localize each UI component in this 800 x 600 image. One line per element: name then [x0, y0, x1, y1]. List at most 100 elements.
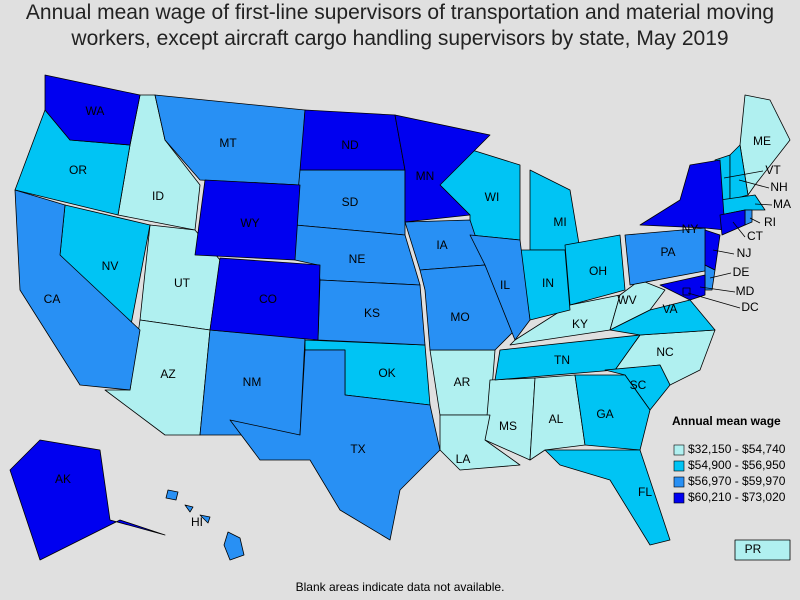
- legend-swatch: [673, 460, 685, 472]
- state-label: IA: [436, 238, 447, 252]
- state-label: MD: [736, 284, 755, 298]
- state-label: NC: [656, 345, 674, 359]
- state-label: VA: [662, 302, 677, 316]
- state-label: TX: [350, 442, 365, 456]
- state-label: AL: [549, 412, 564, 426]
- state-label: ID: [152, 189, 164, 203]
- legend-swatch: [673, 492, 685, 504]
- state-label: KS: [364, 306, 380, 320]
- legend-label: $60,210 - $73,020: [688, 490, 786, 504]
- leader-line: [687, 292, 741, 309]
- state-label: MO: [450, 310, 469, 324]
- state-label: IL: [500, 278, 510, 292]
- state-label: WI: [485, 190, 500, 204]
- state-shape: [209, 257, 321, 341]
- state-shape: [223, 531, 245, 561]
- legend-title: Annual mean wage: [672, 414, 781, 428]
- state-label: NH: [770, 180, 787, 194]
- leader-line: [738, 179, 770, 189]
- state-shape: [184, 504, 194, 513]
- state-label: CT: [747, 229, 764, 243]
- state-label: RI: [764, 215, 776, 229]
- state-label: AR: [454, 375, 471, 389]
- state-label: NY: [682, 222, 699, 236]
- state-label: MN: [416, 169, 435, 183]
- state-label: PA: [660, 245, 675, 259]
- state-label: MS: [499, 419, 517, 433]
- state-shape: [14, 189, 141, 391]
- state-label: DE: [733, 265, 750, 279]
- state-label: DC: [741, 300, 759, 314]
- state-shape: [564, 234, 626, 306]
- state-label: OR: [69, 163, 87, 177]
- state-label: NE: [349, 252, 366, 266]
- leader-line: [754, 203, 773, 206]
- legend: Annual mean wage $32,150 - $54,740 $54,900…: [672, 414, 786, 504]
- state-label: AK: [55, 472, 71, 486]
- state-shape: [194, 179, 301, 261]
- state-label: MA: [773, 197, 791, 211]
- state-label: CO: [259, 292, 277, 306]
- state-label: SC: [630, 378, 647, 392]
- leader-line: [749, 217, 761, 224]
- state-shape: [734, 539, 791, 561]
- state-label: CA: [44, 292, 61, 306]
- state-label: VT: [765, 163, 781, 177]
- state-shape: [609, 299, 716, 336]
- state-label: UT: [174, 276, 191, 290]
- state-label: MT: [219, 136, 237, 150]
- legend-swatch: [673, 476, 685, 488]
- state-shape: [704, 229, 721, 271]
- state-shape: [682, 287, 691, 296]
- state-label: KY: [572, 317, 588, 331]
- state-label: OK: [378, 366, 395, 380]
- state-shape: [199, 514, 211, 524]
- state-shape: [529, 374, 586, 461]
- state-label: WV: [617, 293, 636, 307]
- leader-line: [709, 272, 732, 279]
- state-shape: [165, 489, 179, 501]
- title: Annual mean wage of first-line superviso…: [25, 1, 775, 50]
- state-shape: [744, 209, 753, 226]
- leader-line: [732, 221, 746, 238]
- state-label: HI: [191, 515, 203, 529]
- state-shape: [604, 364, 671, 411]
- state-shape: [9, 439, 166, 561]
- state-shape: [469, 234, 531, 341]
- state-shape: [639, 159, 726, 231]
- state-shape: [574, 374, 651, 451]
- state-shape: [44, 74, 141, 146]
- state-label: LA: [456, 452, 471, 466]
- state-shape: [394, 114, 491, 223]
- state-label: PR: [745, 542, 762, 556]
- title-box: Annual mean wage of first-line superviso…: [25, 1, 775, 50]
- state-label: AZ: [160, 367, 175, 381]
- legend-swatch: [673, 444, 685, 456]
- state-label: OH: [589, 264, 607, 278]
- state-shape: [719, 209, 746, 236]
- legend-label: $32,150 - $54,740: [688, 442, 786, 456]
- state-label: WY: [240, 216, 259, 230]
- state-label: TN: [554, 353, 570, 367]
- states: ID UT AZ AR MS AL LA KY WV NC ME PR OR NV WI MI IN OH OK TN…: [9, 74, 791, 561]
- state-label: SD: [342, 195, 359, 209]
- leader-line: [723, 170, 764, 179]
- state-label: NV: [102, 259, 119, 273]
- state-label: NJ: [737, 246, 752, 260]
- state-label: FL: [638, 485, 652, 499]
- legend-label: $56,970 - $59,970: [688, 474, 786, 488]
- state-shape: [544, 449, 671, 546]
- state-label: NM: [243, 375, 262, 389]
- state-shape: [729, 144, 749, 201]
- state-shape: [229, 349, 441, 541]
- leader-line: [699, 286, 736, 293]
- state-label: MI: [553, 215, 566, 229]
- state-label: ND: [341, 138, 359, 152]
- state-shape: [659, 274, 706, 301]
- leader-line: [712, 249, 735, 255]
- state-label: ME: [753, 134, 771, 148]
- state-label: WA: [86, 104, 105, 118]
- footnote: Blank areas indicate data not available.: [296, 580, 505, 594]
- state-label: IN: [542, 276, 554, 290]
